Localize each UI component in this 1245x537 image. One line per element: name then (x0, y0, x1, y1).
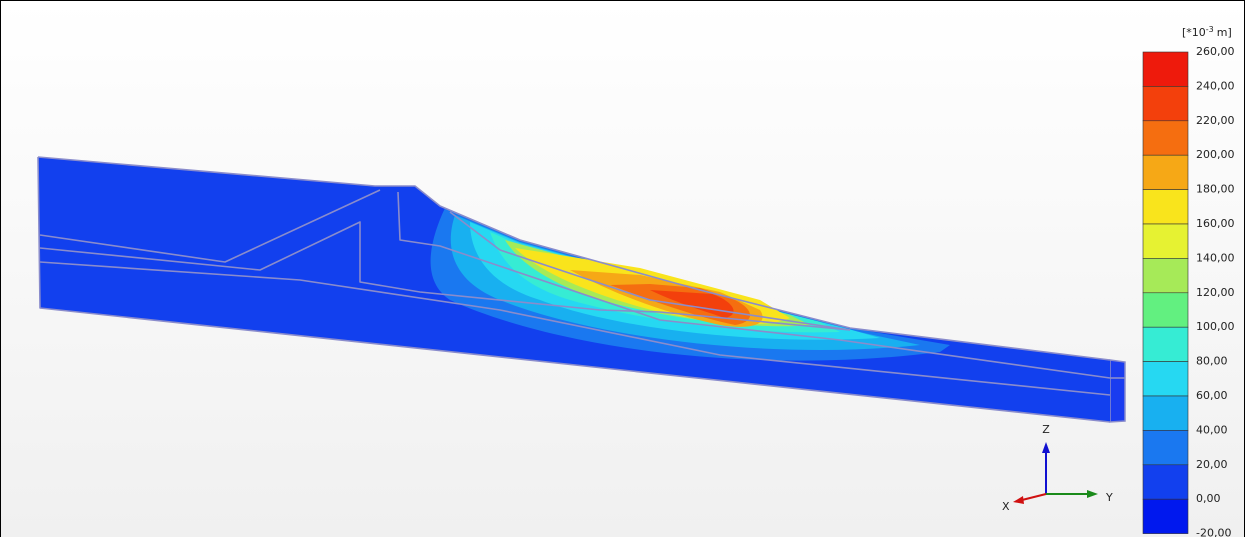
legend-swatch (1142, 326, 1189, 362)
legend-label: 60,00 (1196, 389, 1228, 402)
model (37, 156, 1126, 423)
legend-swatch (1142, 395, 1189, 431)
axis-triad: Z Y X (1002, 423, 1113, 513)
legend-label: 200,00 (1196, 148, 1235, 161)
legend-label: 0,00 (1196, 492, 1221, 505)
legend: [*10-3 m] 260,00 240,00 220,00 200,00 180,00 1… (1142, 25, 1235, 537)
legend-unit: [*10-3 m] (1182, 25, 1232, 40)
legend-swatch (1142, 51, 1189, 87)
legend-swatch (1142, 86, 1189, 122)
unit-exponent: -3 (1206, 25, 1214, 34)
unit-suffix: m] (1217, 26, 1232, 39)
legend-swatch (1142, 361, 1189, 397)
end-face (1109, 359, 1126, 423)
y-arrow (1087, 490, 1098, 498)
layer-line (39, 221, 851, 331)
legend-label: 120,00 (1196, 286, 1235, 299)
legend-swatch (1142, 189, 1189, 225)
legend-swatch (1142, 464, 1189, 500)
contour-60 (450, 215, 920, 350)
legend-swatch (1142, 223, 1189, 259)
legend-swatch (1142, 430, 1189, 466)
legend-label: 180,00 (1196, 183, 1235, 196)
legend-swatch (1142, 292, 1189, 328)
legend-label: 20,00 (1196, 458, 1228, 471)
layer-line (449, 211, 851, 331)
layer-line (39, 261, 1111, 396)
y-label: Y (1105, 491, 1113, 504)
legend-label: 80,00 (1196, 355, 1228, 368)
z-label: Z (1042, 423, 1050, 436)
x-arrow (1013, 496, 1024, 504)
legend-label: 160,00 (1196, 217, 1235, 230)
legend-label: 220,00 (1196, 114, 1235, 127)
contour-240 (650, 290, 734, 318)
legend-label: 260,00 (1196, 45, 1235, 58)
legend-swatch (1142, 258, 1189, 294)
z-arrow (1042, 442, 1050, 453)
layer-line (39, 189, 381, 263)
legend-swatch (1142, 120, 1189, 156)
legend-swatch (1142, 154, 1189, 190)
unit-base: [*10 (1182, 26, 1206, 39)
x-label: X (1002, 500, 1010, 513)
bottom-edge (37, 156, 1111, 423)
top-edge (37, 156, 1111, 361)
legend-label: 40,00 (1196, 423, 1228, 436)
contour-80 (470, 222, 880, 340)
legend-label: 140,00 (1196, 251, 1235, 264)
legend-swatch (1142, 498, 1189, 534)
legend-label: -20,00 (1196, 527, 1231, 537)
x-axis (1021, 493, 1047, 501)
layer-line (397, 191, 1111, 379)
legend-label: 100,00 (1196, 320, 1235, 333)
legend-label: 240,00 (1196, 79, 1235, 92)
